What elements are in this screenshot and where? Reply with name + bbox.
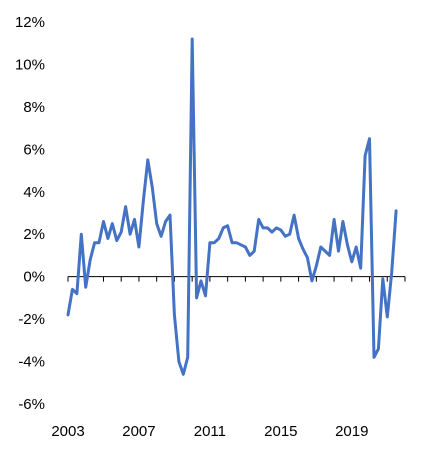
- y-tick-label: 10%: [15, 56, 45, 73]
- data-point: [84, 286, 87, 289]
- data-point: [106, 237, 109, 240]
- x-tick-label: 2015: [264, 423, 297, 440]
- x-tick-label: 2007: [122, 423, 155, 440]
- data-point: [204, 294, 207, 297]
- data-point: [346, 243, 349, 246]
- data-point: [235, 241, 238, 244]
- data-point: [98, 241, 101, 244]
- data-point: [102, 220, 105, 223]
- data-point: [67, 313, 70, 316]
- x-axis: [67, 276, 406, 282]
- data-point: [288, 233, 291, 236]
- data-point: [284, 235, 287, 238]
- y-axis-tick-labels: 12% 10% 8% 6% 4% 2% 0% -2% -4% -6%: [15, 14, 45, 413]
- data-point: [275, 226, 278, 229]
- data-point: [186, 356, 189, 359]
- series-line: [66, 37, 398, 376]
- data-point: [297, 237, 300, 240]
- data-point: [355, 245, 358, 248]
- data-point: [302, 248, 305, 251]
- data-point: [120, 231, 123, 234]
- data-point: [244, 245, 247, 248]
- y-tick-label: 2%: [23, 226, 45, 243]
- data-point: [333, 218, 336, 221]
- y-tick-label: -4%: [18, 354, 45, 371]
- y-tick-label: 0%: [23, 269, 45, 286]
- data-point: [142, 199, 145, 202]
- data-point: [71, 288, 74, 291]
- data-point: [257, 218, 260, 221]
- data-point: [350, 260, 353, 263]
- data-point: [213, 241, 216, 244]
- data-point: [164, 220, 167, 223]
- data-point: [182, 373, 185, 376]
- x-axis-tick-labels: 2003 2007 2011 2015 2019: [51, 423, 368, 440]
- data-point: [155, 222, 158, 225]
- data-point: [177, 360, 180, 363]
- data-point: [133, 218, 136, 221]
- data-point: [217, 237, 220, 240]
- data-point: [315, 265, 318, 268]
- data-point: [293, 214, 296, 217]
- data-point: [222, 226, 225, 229]
- data-point: [137, 245, 140, 248]
- data-point: [168, 214, 171, 217]
- y-tick-label: 4%: [23, 184, 45, 201]
- data-point: [93, 241, 96, 244]
- data-point: [359, 267, 362, 270]
- data-point: [386, 315, 389, 318]
- data-point: [310, 279, 313, 282]
- data-point: [266, 226, 269, 229]
- data-point: [381, 277, 384, 280]
- data-point: [395, 209, 398, 212]
- data-point: [226, 224, 229, 227]
- data-point: [337, 250, 340, 253]
- data-point: [80, 233, 83, 236]
- data-point: [111, 222, 114, 225]
- data-point: [129, 233, 132, 236]
- data-point: [151, 186, 154, 189]
- data-point: [372, 356, 375, 359]
- series-layer: [66, 37, 398, 376]
- y-tick-label: 12%: [15, 14, 45, 31]
- y-tick-label: -2%: [18, 311, 45, 328]
- data-point: [377, 347, 380, 350]
- x-tick-label: 2019: [335, 423, 368, 440]
- data-point: [368, 137, 371, 140]
- y-tick-label: 6%: [23, 141, 45, 158]
- data-point: [191, 37, 194, 40]
- y-tick-label: 8%: [23, 99, 45, 116]
- data-point: [200, 279, 203, 282]
- data-point: [89, 258, 92, 261]
- data-point: [124, 205, 127, 208]
- data-point: [248, 254, 251, 257]
- data-point: [115, 239, 118, 242]
- data-point: [390, 271, 393, 274]
- data-point: [146, 158, 149, 161]
- data-point: [328, 254, 331, 257]
- data-point: [195, 296, 198, 299]
- data-point: [173, 313, 176, 316]
- data-point: [306, 256, 309, 259]
- data-point: [239, 243, 242, 246]
- data-point: [279, 228, 282, 231]
- data-point: [270, 231, 273, 234]
- data-point: [341, 220, 344, 223]
- data-point: [208, 241, 211, 244]
- data-point: [231, 241, 234, 244]
- data-point: [160, 235, 163, 238]
- data-point: [75, 292, 78, 295]
- data-point: [253, 250, 256, 253]
- data-point: [324, 250, 327, 253]
- x-tick-label: 2003: [51, 423, 84, 440]
- data-point: [319, 245, 322, 248]
- x-tick-label: 2011: [194, 423, 226, 440]
- data-point: [262, 226, 265, 229]
- data-point: [364, 154, 367, 157]
- y-tick-label: -6%: [18, 396, 45, 413]
